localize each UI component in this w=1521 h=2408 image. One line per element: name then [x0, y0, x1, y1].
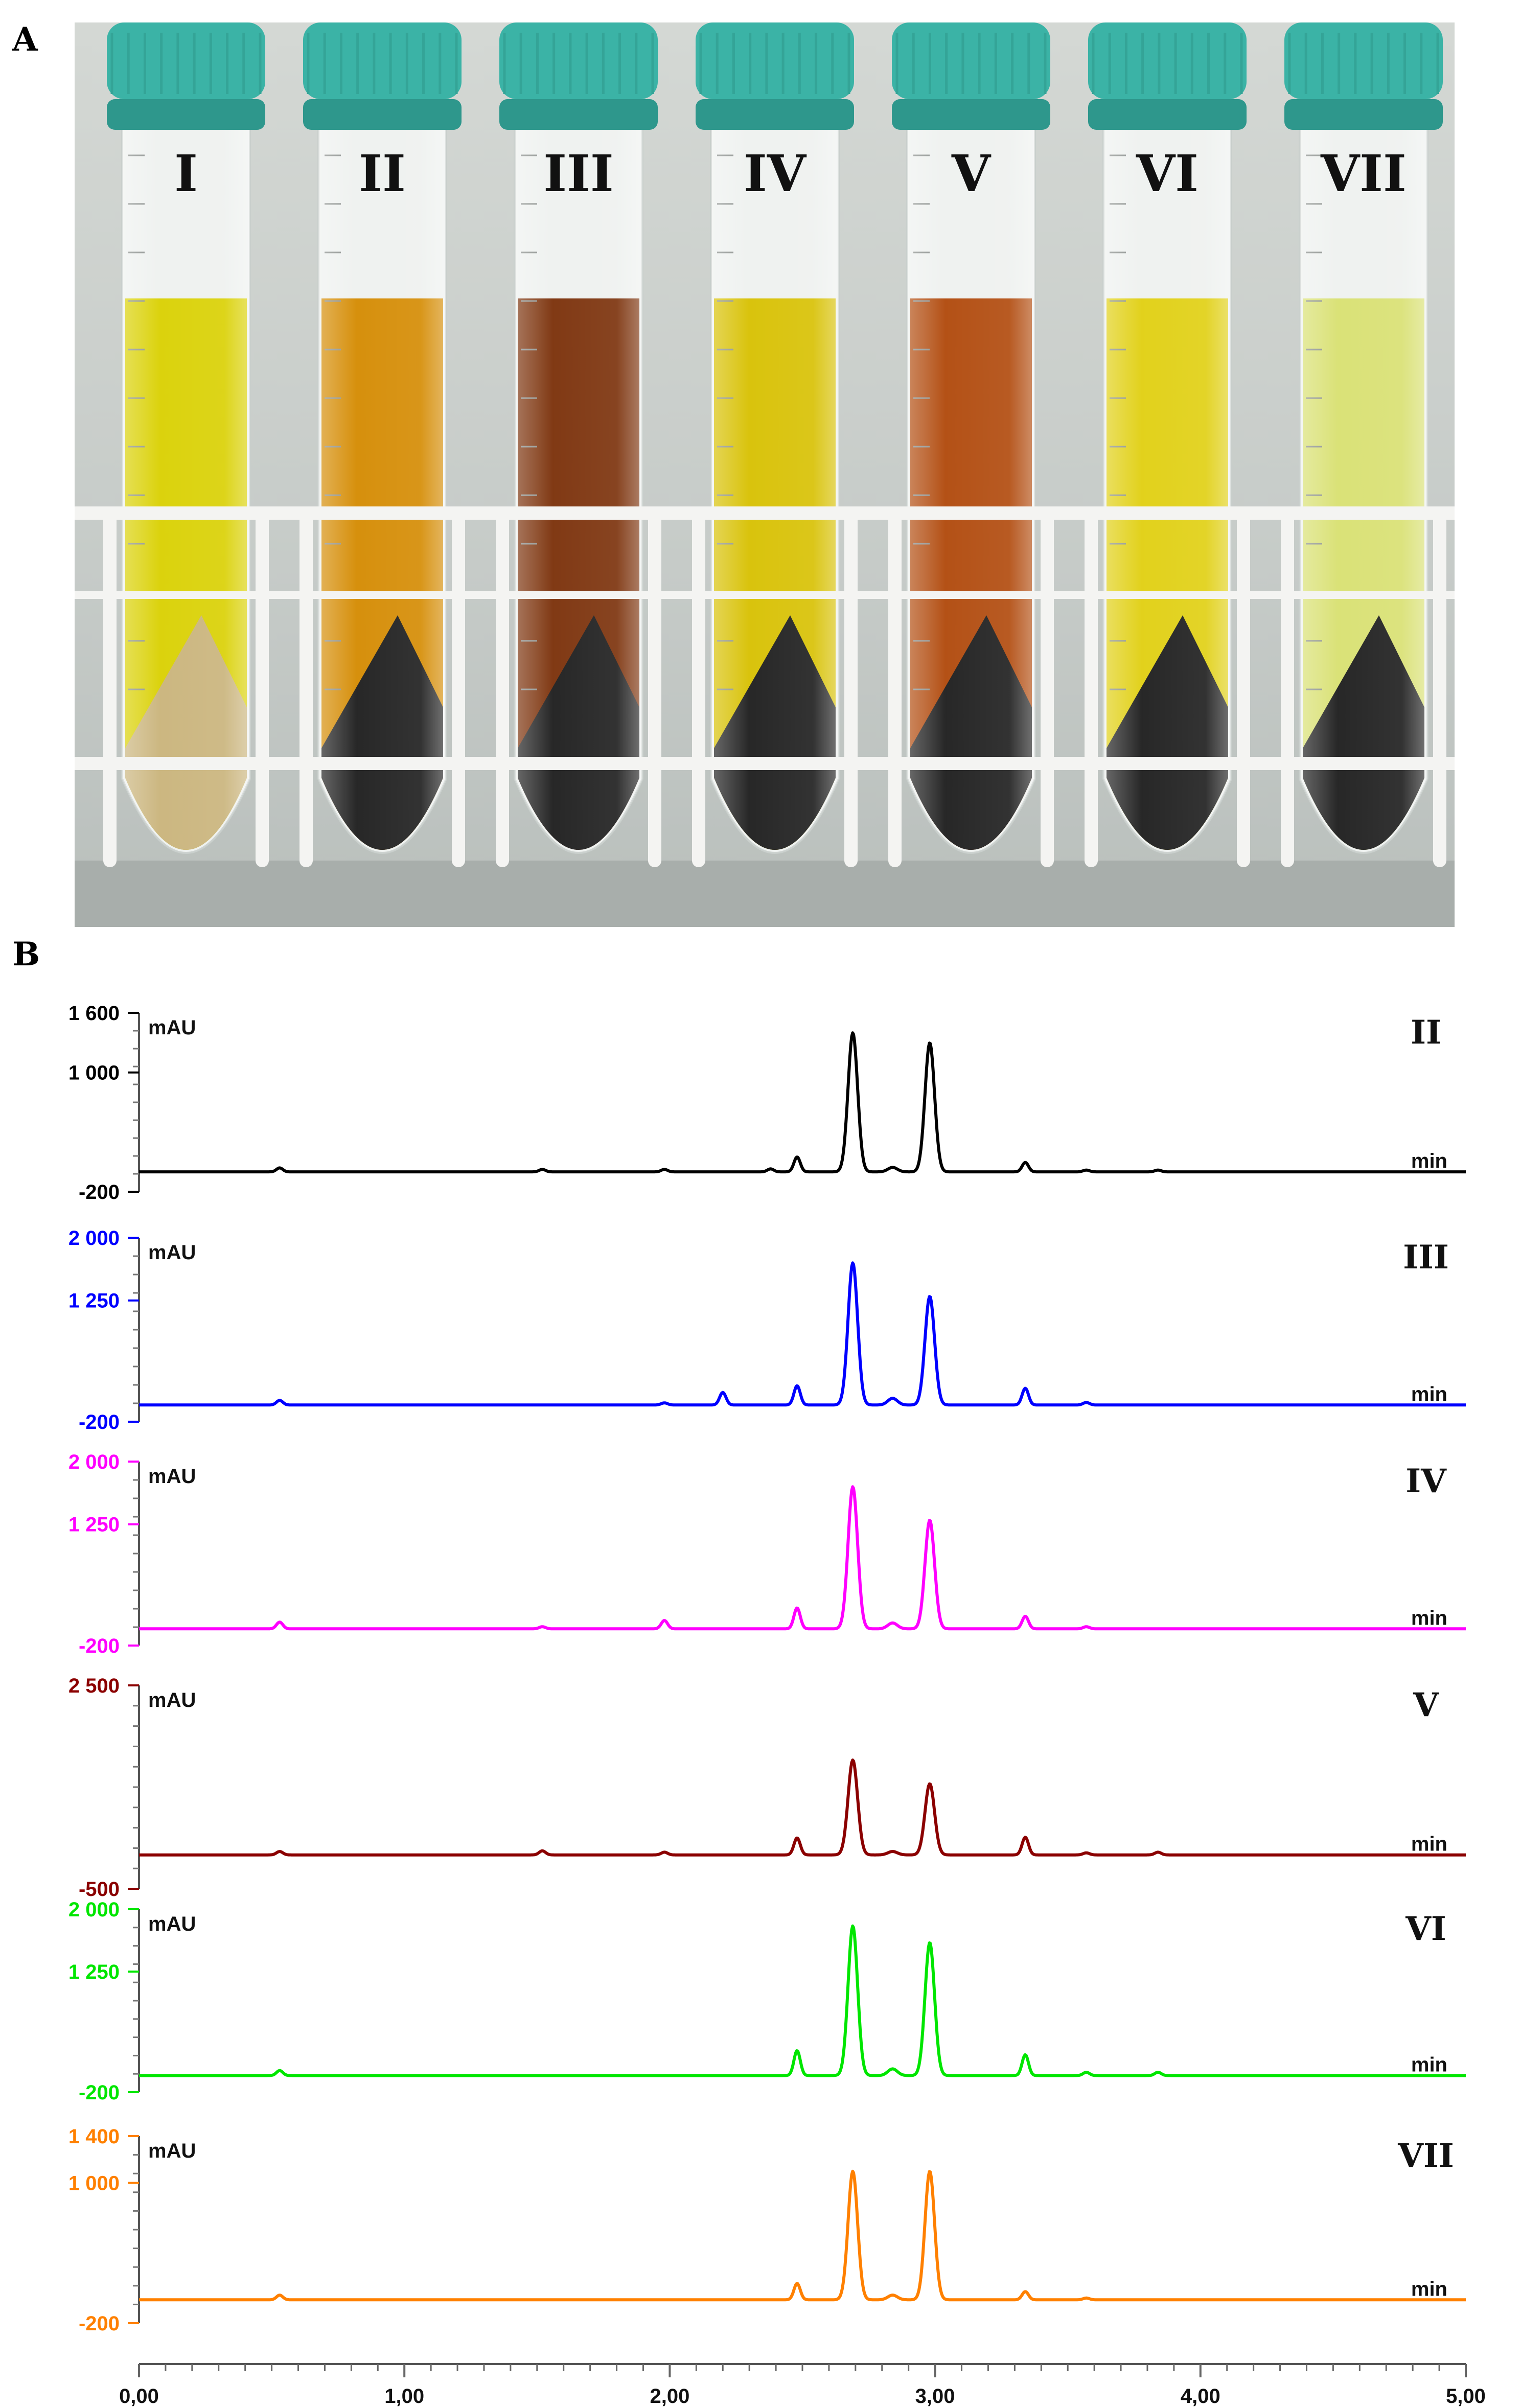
tube-rack: [75, 506, 1455, 867]
y-tick-label: -200: [79, 1635, 120, 1657]
tube-cap: [696, 22, 854, 99]
tube-cap-ring: [303, 99, 462, 130]
series-name-label: VI: [1405, 1910, 1446, 1948]
chromatogram-IV: -200 1 250 2 000 mAU min IV: [68, 1451, 1467, 1657]
time-axis: 0,00 1,00 2,00 3,00 4,00 5,00: [119, 2363, 1486, 2407]
tube-4: [696, 22, 854, 854]
tube-3: [499, 22, 658, 854]
y-tick-label: 1 250: [68, 1290, 120, 1312]
trace-line: [138, 2169, 1467, 2302]
x-tick-label: 3,00: [915, 2385, 955, 2407]
chromatogram-VII: -200 1 000 1 400 mAU min VII: [68, 2125, 1467, 2335]
tube-glass-sheen: [1103, 104, 1231, 853]
tube-label: I: [174, 145, 198, 203]
x-unit-label: min: [1411, 2278, 1447, 2300]
y-tick-label: 1 250: [68, 1514, 120, 1536]
x-tick-label: 2,00: [650, 2385, 689, 2407]
tube-cap-ring: [499, 99, 658, 130]
series-name-label: IV: [1405, 1462, 1447, 1500]
tube-2: [303, 22, 462, 854]
y-unit-label: mAU: [148, 2140, 196, 2162]
tube-labels: I II III IV V VI VII: [174, 145, 1407, 203]
x-tick-label: 0,00: [119, 2385, 159, 2407]
tube-cap: [1284, 22, 1443, 99]
series-name-label: V: [1413, 1686, 1439, 1724]
tube-glass-sheen: [318, 104, 446, 853]
x-unit-label: min: [1411, 1150, 1447, 1172]
y-tick-label: 2 000: [68, 1227, 120, 1249]
tube-glass-sheen: [907, 104, 1035, 853]
tube-cap: [892, 22, 1050, 99]
tubes: [107, 22, 1443, 854]
tube-6: [1088, 22, 1247, 854]
tube-cap-ring: [107, 99, 265, 130]
tube-glass-sheen: [122, 104, 250, 853]
y-tick-label: 2 000: [68, 1898, 120, 1921]
tube-cap: [303, 22, 462, 99]
chromatogram-VI: -200 1 250 2 000 mAU min VI: [68, 1898, 1467, 2104]
tube-cap: [499, 22, 658, 99]
tube-label: III: [543, 145, 614, 203]
y-unit-label: mAU: [148, 1241, 196, 1264]
x-tick-label: 4,00: [1181, 2385, 1220, 2407]
tube-cap-ring: [696, 99, 854, 130]
tube-label: VII: [1320, 145, 1407, 203]
panel-a-label: A: [12, 20, 38, 59]
chromatogram-traces: -200 1 000 1 600 mAU min II -200 1 250 2 000 mAU m…: [68, 1002, 1467, 2335]
x-unit-label: min: [1411, 1833, 1447, 1856]
tube-label: II: [359, 145, 406, 203]
chromatogram-chart: -200 1 000 1 600 mAU min II -200 1 250 2 000 mAU m…: [68, 1002, 1486, 2407]
y-tick-label: 1 400: [68, 2125, 120, 2148]
tube-glass-sheen: [711, 104, 839, 853]
test-tubes-photo: I II III IV V VI VII: [75, 22, 1455, 927]
y-tick-label: 1 000: [68, 2172, 120, 2195]
trace-line: [138, 1031, 1467, 1174]
y-tick-label: 2 000: [68, 1451, 120, 1473]
panel-b-label: B: [12, 935, 40, 974]
trace-line: [138, 1758, 1467, 1857]
trace-line: [138, 1261, 1467, 1407]
y-tick-label: 1 250: [68, 1961, 120, 1983]
tube-label: IV: [744, 145, 807, 203]
x-unit-label: min: [1411, 1607, 1447, 1629]
y-unit-label: mAU: [148, 1913, 196, 1935]
y-tick-label: -200: [79, 1181, 120, 1203]
tube-label: V: [951, 145, 992, 203]
trace-line: [138, 1924, 1467, 2077]
y-tick-label: -200: [79, 2081, 120, 2104]
tube-glass-sheen: [1300, 104, 1427, 853]
bench-surface: [75, 861, 1455, 927]
chromatogram-II: -200 1 000 1 600 mAU min II: [68, 1002, 1467, 1203]
tube-cap-ring: [1088, 99, 1247, 130]
chromatogram-V: -500 2 500 mAU min V: [68, 1675, 1467, 1901]
tube-5: [892, 22, 1050, 854]
y-unit-label: mAU: [148, 1689, 196, 1711]
x-unit-label: min: [1411, 2053, 1447, 2076]
tube-7: [1284, 22, 1443, 854]
y-unit-label: mAU: [148, 1016, 196, 1039]
chromatogram-III: -200 1 250 2 000 mAU min III: [68, 1227, 1467, 1433]
series-name-label: III: [1403, 1238, 1449, 1277]
x-tick-label: 5,00: [1446, 2385, 1486, 2407]
x-tick-label: 1,00: [384, 2385, 424, 2407]
tube-glass-sheen: [515, 104, 642, 853]
tube-cap: [1088, 22, 1247, 99]
y-tick-label: -500: [79, 1878, 120, 1901]
y-tick-label: 2 500: [68, 1675, 120, 1697]
y-tick-label: 1 600: [68, 1002, 120, 1025]
y-unit-label: mAU: [148, 1465, 196, 1488]
tube-label: VI: [1136, 145, 1199, 203]
tube-cap-ring: [1284, 99, 1443, 130]
y-tick-label: -200: [79, 1411, 120, 1433]
series-name-label: II: [1411, 1013, 1441, 1052]
x-unit-label: min: [1411, 1383, 1447, 1405]
tube-1: [107, 22, 265, 854]
y-tick-label: 1 000: [68, 1062, 120, 1084]
tube-cap: [107, 22, 265, 99]
y-tick-label: -200: [79, 2312, 120, 2335]
tube-cap-ring: [892, 99, 1050, 130]
series-name-label: VII: [1397, 2137, 1454, 2175]
trace-line: [138, 1485, 1467, 1631]
